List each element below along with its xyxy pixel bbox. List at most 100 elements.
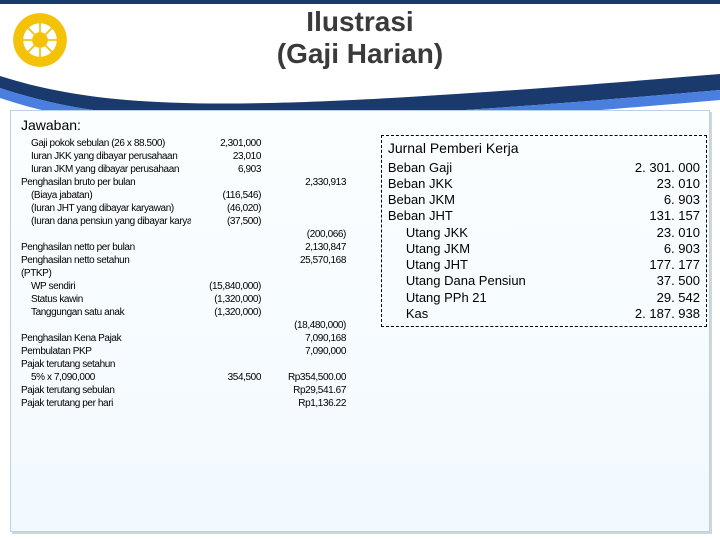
page-title-line1: Ilustrasi [0,6,720,38]
calc-col2 [261,150,346,163]
calc-label: Iuran JKK yang dibayar perusahaan [21,150,191,163]
calc-col1: (15,840,000) [191,280,261,293]
calc-col2: 2,330,913 [261,176,346,189]
calc-row: (Iuran JHT yang dibayar karyawan)(46,020… [21,202,377,215]
calc-label: Penghasilan netto per bulan [21,241,191,254]
header: Ilustrasi (Gaji Harian) [0,4,720,104]
calc-col1 [191,358,261,371]
journal-credit-row: Utang JHT177. 177 [388,257,700,273]
calc-col2 [261,306,346,319]
journal-amount: 37. 500 [538,273,700,289]
journal-account: Utang PPh 21 [388,290,538,306]
calc-row: Penghasilan netto per bulan 2,130,847 [21,241,377,254]
calc-label: (Iuran JHT yang dibayar karyawan) [21,202,191,215]
journal-amount: 6. 903 [538,241,700,257]
calc-col2: (18,480,000) [261,319,346,332]
calc-col1 [191,397,261,410]
journal-debit-row: Beban Gaji2. 301. 000 [388,160,700,176]
journal-account: Kas [388,306,538,322]
calc-row: Gaji pokok sebulan (26 x 88.500)2,301,00… [21,137,377,150]
journal-credit-row: Utang PPh 2129. 542 [388,290,700,306]
calc-label: Pembulatan PKP [21,345,191,358]
calc-row: Pajak terutang sebulanRp29,541.67 [21,384,377,397]
calc-label [21,228,191,241]
calc-col1: 2,301,000 [191,137,261,150]
page-title-line2: (Gaji Harian) [0,38,720,70]
calc-row: Pajak terutang setahun [21,358,377,371]
calc-row: Penghasilan netto setahun 25,570,168 [21,254,377,267]
calc-col2 [261,358,346,371]
calc-col2: 7,090,000 [261,345,346,358]
calc-col2: 25,570,168 [261,254,346,267]
journal-account: Beban JKM [388,192,538,208]
calc-col2 [261,280,346,293]
journal-amount: 23. 010 [538,176,700,192]
calc-label: Penghasilan netto setahun [21,254,191,267]
calc-col2 [261,189,346,202]
calc-row: Iuran JKK yang dibayar perusahaan23,010 [21,150,377,163]
calc-row: Iuran JKM yang dibayar perusahaan6,903 [21,163,377,176]
calc-col2 [261,293,346,306]
calc-col1 [191,267,261,280]
calc-row: Penghasilan bruto per bulan 2,330,913 [21,176,377,189]
journal-amount: 131. 157 [538,208,700,224]
calc-row: WP sendiri(15,840,000) [21,280,377,293]
journal-amount: 2. 301. 000 [538,160,700,176]
journal-account: Beban JHT [388,208,538,224]
calc-col2 [261,267,346,280]
calc-col2 [261,163,346,176]
calc-row: (Biaya jabatan)(116,546) [21,189,377,202]
journal-amount: 2. 187. 938 [538,306,700,322]
journal-debit-row: Beban JHT131. 157 [388,208,700,224]
calc-col1 [191,254,261,267]
calc-label: (PTKP) [21,267,191,280]
calc-row: (PTKP) [21,267,377,280]
calc-row: Status kawin(1,320,000) [21,293,377,306]
calculation-table: Gaji pokok sebulan (26 x 88.500)2,301,00… [13,135,381,414]
calc-label: (Biaya jabatan) [21,189,191,202]
calc-col1: 23,010 [191,150,261,163]
calc-label: Penghasilan bruto per bulan [21,176,191,189]
calc-label: (Iuran dana pensiun yang dibayar karyawa… [21,215,191,228]
journal-heading: Jurnal Pemberi Kerja [388,140,700,158]
calc-col1: (1,320,000) [191,306,261,319]
calc-col2: 7,090,168 [261,332,346,345]
calc-col1: (116,546) [191,189,261,202]
calc-col1 [191,319,261,332]
calc-label: Status kawin [21,293,191,306]
calc-label: 5% x 7,090,000 [21,371,191,384]
journal-debit-row: Beban JKM6. 903 [388,192,700,208]
calc-row: Tanggungan satu anak(1,320,000) [21,306,377,319]
calc-label: Pajak terutang per hari [21,397,191,410]
calc-label [21,319,191,332]
journal-account: Utang JKK [388,225,538,241]
calc-col2 [261,202,346,215]
calc-col2: Rp29,541.67 [261,384,346,397]
calc-col1 [191,332,261,345]
journal-amount: 23. 010 [538,225,700,241]
calc-col2: Rp1,136.22 [261,397,346,410]
calc-col1 [191,345,261,358]
journal-account: Utang JKM [388,241,538,257]
journal-amount: 6. 903 [538,192,700,208]
journal-account: Beban Gaji [388,160,538,176]
calc-col2: Rp354,500.00 [261,371,346,384]
journal-box: Jurnal Pemberi Kerja Beban Gaji2. 301. 0… [381,135,707,327]
calc-label: Iuran JKM yang dibayar perusahaan [21,163,191,176]
calc-label: WP sendiri [21,280,191,293]
calc-col1 [191,241,261,254]
calc-col2: 2,130,847 [261,241,346,254]
calc-row: (Iuran dana pensiun yang dibayar karyawa… [21,215,377,228]
calc-label: Penghasilan Kena Pajak [21,332,191,345]
content-panel: Jawaban: Gaji pokok sebulan (26 x 88.500… [10,110,710,532]
calc-col1: (37,500) [191,215,261,228]
journal-account: Utang JHT [388,257,538,273]
calc-row: Pajak terutang per hari Rp1,136.22 [21,397,377,410]
calc-row: Pembulatan PKP 7,090,000 [21,345,377,358]
calc-row: (18,480,000) [21,319,377,332]
calc-label: Tanggungan satu anak [21,306,191,319]
journal-amount: 29. 542 [538,290,700,306]
calc-col1: (46,020) [191,202,261,215]
calc-col1 [191,176,261,189]
journal-credit-row: Utang JKK23. 010 [388,225,700,241]
